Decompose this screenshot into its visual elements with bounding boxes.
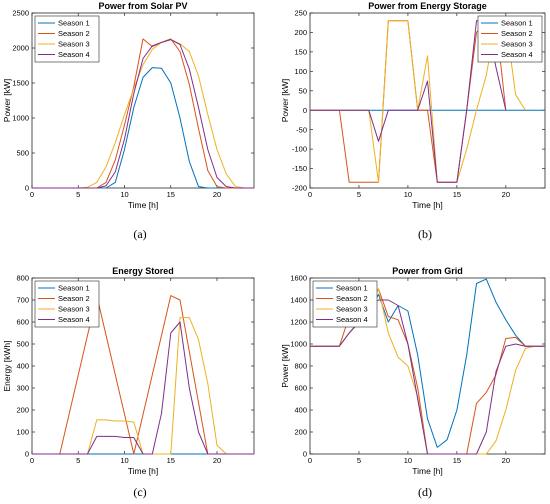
y-tick-label: 800 xyxy=(294,362,307,371)
y-tick-label: 1000 xyxy=(12,114,29,123)
y-tick-label: 1000 xyxy=(290,340,307,349)
x-tick-label: 20 xyxy=(213,190,221,199)
legend-label: Season 4 xyxy=(336,315,368,324)
legend-label: Season 2 xyxy=(58,294,90,303)
x-tick-label: 5 xyxy=(76,456,80,465)
y-tick-label: 400 xyxy=(294,406,307,415)
y-tick-label: 500 xyxy=(16,149,29,158)
panel-caption: (d) xyxy=(418,485,432,499)
y-tick-label: 300 xyxy=(16,384,29,393)
x-tick-label: 10 xyxy=(404,456,412,465)
legend-label: Season 3 xyxy=(336,305,368,314)
y-tick-label: 1500 xyxy=(12,79,29,88)
y-axis-label: Power [kW] xyxy=(2,79,12,122)
x-tick-label: 0 xyxy=(308,456,312,465)
y-tick-label: 800 xyxy=(16,274,29,283)
x-tick-label: 0 xyxy=(30,190,34,199)
y-tick-label: 0 xyxy=(303,106,307,115)
chart-title: Power from Solar PV xyxy=(98,1,187,11)
legend-label: Season 3 xyxy=(501,40,533,49)
y-axis-label: Power [kW] xyxy=(280,79,290,122)
legend-label: Season 2 xyxy=(501,29,533,38)
y-tick-label: -200 xyxy=(292,184,307,193)
series-line-3 xyxy=(32,317,254,455)
x-tick-label: 5 xyxy=(357,190,361,199)
legend-label: Season 1 xyxy=(336,284,368,293)
x-tick-label: 15 xyxy=(453,456,461,465)
y-tick-label: 400 xyxy=(16,362,29,371)
y-tick-label: 50 xyxy=(299,86,307,95)
x-tick-label: 15 xyxy=(167,190,175,199)
y-tick-label: 500 xyxy=(16,340,29,349)
chart-title: Energy Stored xyxy=(112,266,174,276)
y-tick-label: 600 xyxy=(16,318,29,327)
series-line-4 xyxy=(32,321,254,455)
y-tick-label: 250 xyxy=(294,9,307,18)
legend-label: Season 1 xyxy=(58,19,90,28)
panel-caption: (c) xyxy=(133,485,146,499)
x-tick-label: 15 xyxy=(167,456,175,465)
legend-label: Season 2 xyxy=(336,294,368,303)
x-axis-label: Time [h] xyxy=(128,200,158,210)
y-tick-label: 0 xyxy=(25,184,29,193)
chart-panel-1: 0 5 10 15 20 0 500 1000 1500 2000 2500 Power from S… xyxy=(2,1,255,241)
y-tick-label: -100 xyxy=(292,145,307,154)
chart-title: Power from Energy Storage xyxy=(368,1,487,11)
series-line-4 xyxy=(32,39,254,189)
legend-label: Season 3 xyxy=(58,40,90,49)
panel-caption: (a) xyxy=(133,227,146,241)
x-tick-label: 10 xyxy=(404,190,412,199)
y-tick-label: 0 xyxy=(25,450,29,459)
y-tick-label: 600 xyxy=(294,384,307,393)
chart-title: Power from Grid xyxy=(392,266,463,276)
x-tick-label: 5 xyxy=(357,456,361,465)
legend-label: Season 2 xyxy=(58,29,90,38)
x-tick-label: 10 xyxy=(120,190,128,199)
chart-panel-2: 0 5 10 15 20 -200 -150 -100 -50 0 50 100 150 200 250 Po… xyxy=(280,1,546,241)
y-tick-label: -50 xyxy=(296,125,307,134)
legend-label: Season 3 xyxy=(58,305,90,314)
x-tick-label: 20 xyxy=(502,456,510,465)
y-tick-label: 1400 xyxy=(290,296,307,305)
y-tick-label: 200 xyxy=(294,428,307,437)
legend-label: Season 4 xyxy=(501,50,533,59)
x-axis-label: Time [h] xyxy=(412,200,442,210)
x-axis-label: Time [h] xyxy=(412,466,442,476)
y-tick-label: -150 xyxy=(292,164,307,173)
y-tick-label: 1200 xyxy=(290,318,307,327)
x-tick-label: 20 xyxy=(213,456,221,465)
x-tick-label: 5 xyxy=(76,190,80,199)
legend-label: Season 4 xyxy=(58,315,90,324)
legend-label: Season 4 xyxy=(58,50,90,59)
chart-panel-3: 0 5 10 15 200100200300400500600700800Energy … xyxy=(2,266,255,499)
y-tick-label: 100 xyxy=(294,67,307,76)
x-tick-label: 10 xyxy=(120,456,128,465)
y-tick-label: 2500 xyxy=(12,9,29,18)
y-tick-label: 200 xyxy=(16,406,29,415)
x-tick-label: 0 xyxy=(30,456,34,465)
x-tick-label: 15 xyxy=(453,190,461,199)
x-tick-label: 0 xyxy=(308,190,312,199)
y-tick-label: 2000 xyxy=(12,44,29,53)
chart-panel-4: 0 5 10 15 2002004006008001000120014001600Pow… xyxy=(280,266,546,499)
legend-label: Season 1 xyxy=(58,284,90,293)
y-axis-label: Energy [kWh] xyxy=(2,340,12,391)
series-line-4 xyxy=(310,299,545,455)
panel-caption: (b) xyxy=(418,227,432,241)
y-tick-label: 200 xyxy=(294,28,307,37)
y-tick-label: 100 xyxy=(16,428,29,437)
legend-label: Season 1 xyxy=(501,19,533,28)
y-tick-label: 700 xyxy=(16,296,29,305)
y-tick-label: 150 xyxy=(294,47,307,56)
y-tick-label: 0 xyxy=(303,450,307,459)
y-tick-label: 1600 xyxy=(290,274,307,283)
x-tick-label: 20 xyxy=(502,190,510,199)
x-axis-label: Time [h] xyxy=(128,466,158,476)
y-axis-label: Power [kW] xyxy=(280,344,290,387)
